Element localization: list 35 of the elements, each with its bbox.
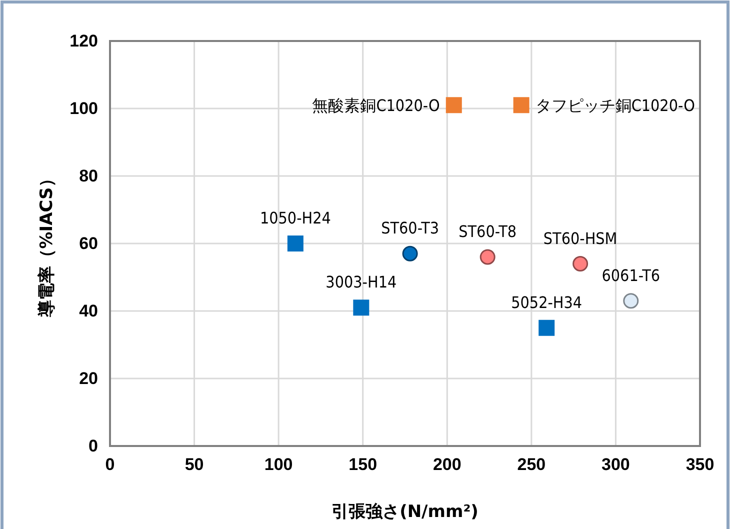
point	[353, 300, 370, 316]
y-tick-label: 120	[70, 31, 98, 50]
point	[287, 236, 304, 252]
y-tick-label: 40	[79, 301, 98, 320]
point	[480, 249, 496, 265]
y-tick-label: 0	[88, 436, 98, 456]
series-label: 3003-H14	[326, 272, 397, 292]
x-axis-title: 引張強さ(N/mm²)	[332, 502, 478, 522]
x-tick-label: 100	[264, 455, 293, 474]
point	[446, 97, 462, 114]
point	[572, 256, 588, 272]
x-tick-label: 0	[105, 455, 115, 474]
x-tick-label: 250	[517, 455, 546, 474]
series-label: ST60-T8	[458, 222, 517, 241]
series-label: 5052-H34	[511, 292, 582, 312]
series-label: 無酸素銅C1020-O	[312, 96, 440, 116]
y-tick-label: 20	[79, 368, 98, 388]
x-tick-label: 350	[686, 455, 714, 474]
y-tick-label: 80	[79, 166, 98, 186]
y-tick-label: 60	[79, 234, 98, 253]
y-tick-label: 100	[70, 98, 98, 118]
point	[402, 246, 418, 262]
series-label: タフピッチ銅C1020-O	[535, 96, 695, 116]
point	[513, 97, 530, 114]
x-tick-label: 300	[602, 455, 630, 474]
series-label: ST60-HSM	[543, 228, 618, 248]
point	[623, 293, 639, 309]
x-tick-label: 150	[348, 455, 378, 474]
x-tick-label: 200	[432, 455, 462, 474]
x-tick-label: 50	[184, 455, 204, 474]
y-axis-title: 導電率（%IACS）	[37, 170, 57, 318]
point	[538, 320, 555, 336]
series-label: 6061-T6	[602, 266, 660, 285]
series-label: 1050-H24	[260, 208, 331, 228]
series-label: ST60-T3	[381, 218, 440, 238]
